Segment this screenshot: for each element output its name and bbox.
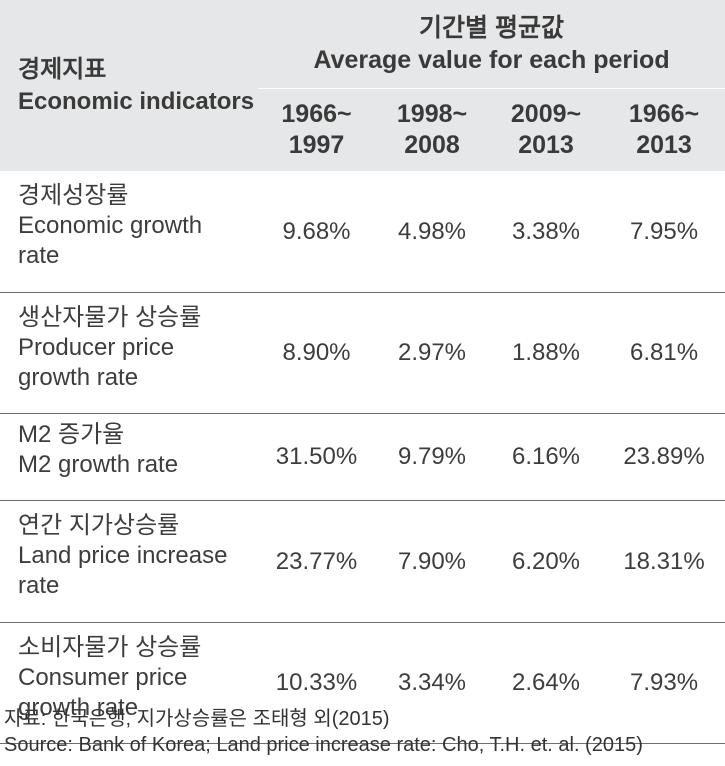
value-cell: 6.16% <box>489 413 603 501</box>
value-cell: 1.88% <box>489 292 603 414</box>
indicator-label-en: M2 growth rate <box>18 451 179 478</box>
period-end: 2013 <box>518 131 574 159</box>
period-end: 1997 <box>288 131 345 159</box>
period-start: 2009~ <box>510 100 582 128</box>
period-header: 1998~ 2008 <box>375 88 489 171</box>
value-cell: 8.90% <box>258 292 375 414</box>
table-header: 경제지표 Economic indicators 기간별 평균값 Average… <box>0 0 725 171</box>
value-cell: 9.68% <box>258 171 375 293</box>
indicator-label-en: Economic growth rate <box>18 212 203 269</box>
header-row-top: 경제지표 Economic indicators 기간별 평균값 Average… <box>0 0 725 171</box>
period-group-en: Average value for each period <box>313 46 670 74</box>
indicator-label-ko: 소비자물가 상승률 <box>18 634 202 661</box>
indicator-label-ko: 연간 지가상승률 <box>18 512 180 539</box>
value-cell: 7.95% <box>603 171 725 293</box>
indicator-label-en: Producer price growth rate <box>18 334 175 391</box>
period-header: 2009~ 2013 <box>489 88 603 171</box>
value-cell: 2.64% <box>489 622 603 744</box>
period-header: 1966~ 1997 <box>258 88 375 171</box>
value-cell: 31.50% <box>258 413 375 501</box>
indicator-label-ko: 생산자물가 상승률 <box>18 304 202 331</box>
value-cell: 7.90% <box>375 500 489 623</box>
period-end: 2013 <box>636 131 692 159</box>
value-cell: 3.34% <box>375 622 489 744</box>
economic-indicators-table: 경제지표 Economic indicators 기간별 평균값 Average… <box>0 0 725 744</box>
table-row: 소비자물가 상승률 Consumer price growth rate 10.… <box>0 622 725 744</box>
period-start: 1998~ <box>396 100 468 128</box>
period-end: 2008 <box>404 131 460 159</box>
indicator-label: 소비자물가 상승률 Consumer price growth rate <box>0 622 258 744</box>
indicator-label-en: Land price increase rate <box>18 542 228 599</box>
indicator-label-ko: M2 증가율 <box>18 421 125 448</box>
value-cell: 7.93% <box>603 622 725 744</box>
period-group-ko: 기간별 평균값 <box>419 14 564 42</box>
indicator-label: 생산자물가 상승률 Producer price growth rate <box>0 292 258 414</box>
table-row: M2 증가율 M2 growth rate 31.50% 9.79% 6.16%… <box>0 413 725 501</box>
value-cell: 23.77% <box>258 500 375 623</box>
period-start: 1966~ <box>628 100 700 128</box>
value-cell: 2.97% <box>375 292 489 414</box>
header-row-periods: 1966~ 1997 1998~ 2008 2009~ 2013 1966~ 2… <box>0 88 725 171</box>
table-row: 생산자물가 상승률 Producer price growth rate 8.9… <box>0 292 725 414</box>
indicator-label: 경제성장률 Economic growth rate <box>0 171 258 293</box>
value-cell: 6.20% <box>489 500 603 623</box>
indicator-label: 연간 지가상승률 Land price increase rate <box>0 500 258 623</box>
indicator-header-en: Economic indicators <box>18 87 255 115</box>
value-cell: 4.98% <box>375 171 489 293</box>
period-group-header: 기간별 평균값 Average value for each period <box>258 0 725 89</box>
indicator-label-ko: 경제성장률 <box>18 182 129 209</box>
source-note-ko: 자료: 한국은행, 지가상승률은 조태형 외(2015) <box>4 708 390 730</box>
indicator-label: M2 증가율 M2 growth rate <box>0 413 258 501</box>
value-cell: 3.38% <box>489 171 603 293</box>
table-body: 경제성장률 Economic growth rate 9.68% 4.98% 3… <box>0 171 725 744</box>
period-start: 1966~ <box>281 100 352 128</box>
value-cell: 6.81% <box>603 292 725 414</box>
value-cell: 23.89% <box>603 413 725 501</box>
indicator-header-ko: 경제지표 <box>18 55 107 83</box>
value-cell: 9.79% <box>375 413 489 501</box>
period-header: 1966~ 2013 <box>603 88 725 171</box>
value-cell: 10.33% <box>258 622 375 744</box>
indicator-label-en: Consumer price growth rate <box>18 664 188 721</box>
source-note-en: Source: Bank of Korea; Land price increa… <box>4 734 643 756</box>
value-cell: 18.31% <box>603 500 725 623</box>
table-row: 연간 지가상승률 Land price increase rate 23.77%… <box>0 500 725 623</box>
table-row: 경제성장률 Economic growth rate 9.68% 4.98% 3… <box>0 171 725 293</box>
indicator-column-header: 경제지표 Economic indicators <box>0 0 258 171</box>
